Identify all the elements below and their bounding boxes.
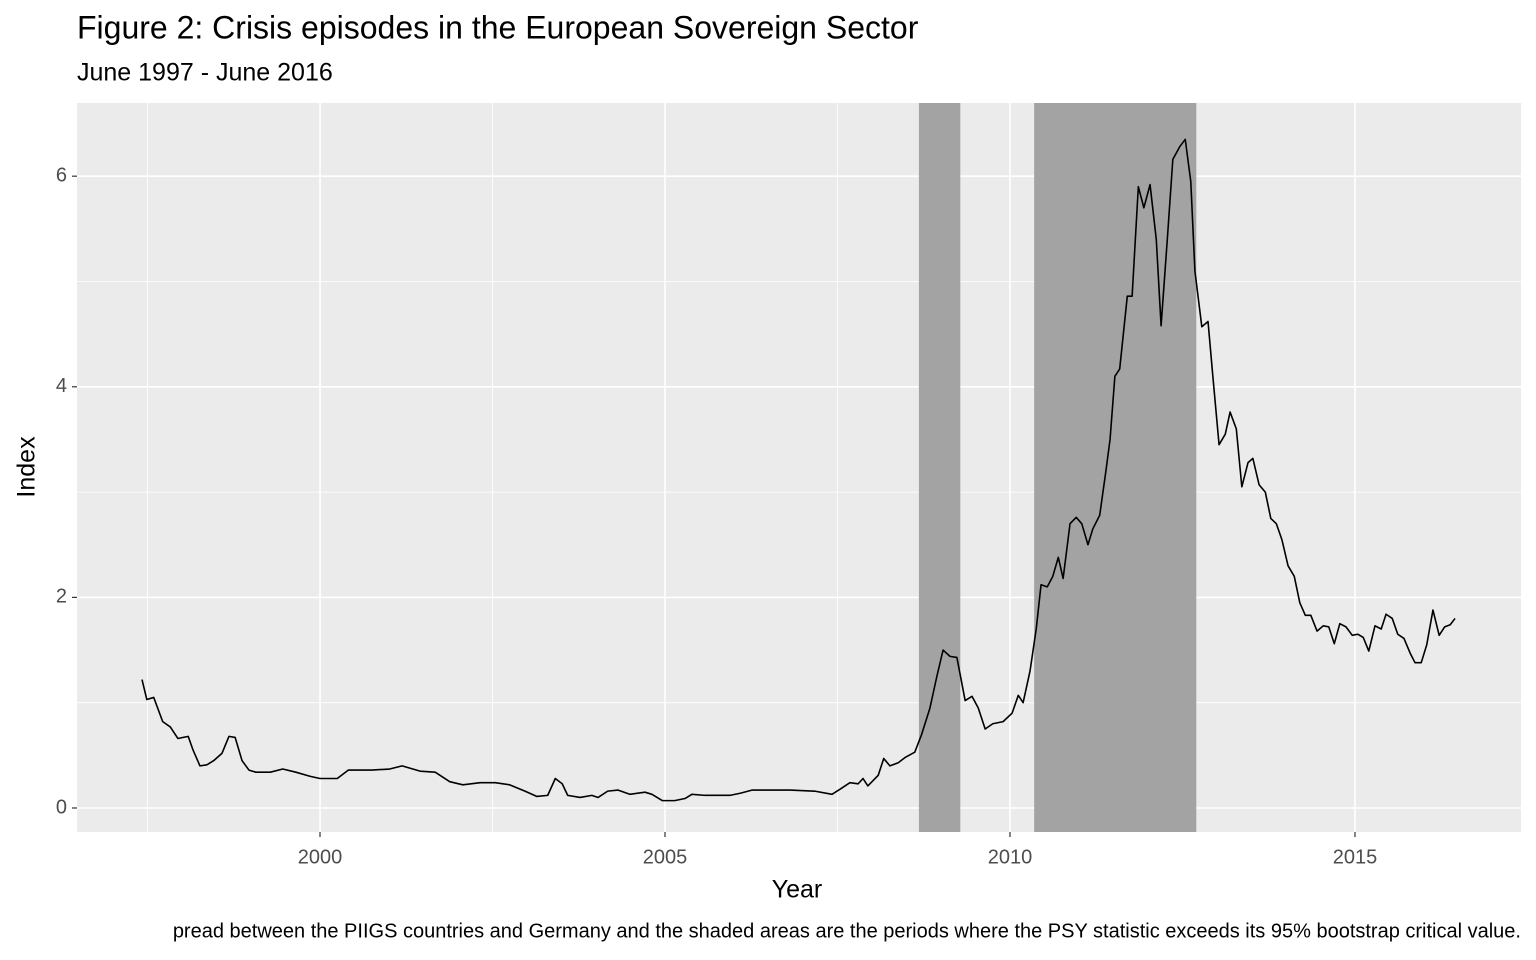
y-tick-label: 4 xyxy=(56,375,67,397)
data-line xyxy=(141,138,1456,802)
shaded-period xyxy=(918,103,961,832)
x-axis-title: Year xyxy=(772,876,823,904)
x-tick-label: 2000 xyxy=(298,846,343,868)
x-tick-label: 2005 xyxy=(643,846,688,868)
y-tick-label: 6 xyxy=(56,164,67,186)
x-tick-label: 2015 xyxy=(1333,846,1378,868)
chart-subtitle: June 1997 - June 2016 xyxy=(77,59,333,87)
plot-panel xyxy=(77,103,1521,832)
x-tick-label: 2010 xyxy=(988,846,1033,868)
caption: pread between the PIIGS countries and Ge… xyxy=(173,920,1521,942)
shaded-period xyxy=(1034,103,1197,832)
chart-title: Figure 2: Crisis episodes in the Europea… xyxy=(77,9,919,45)
y-tick-label: 2 xyxy=(56,586,67,608)
y-tick-label: 0 xyxy=(56,796,67,818)
y-axis-title: Index xyxy=(13,436,41,498)
